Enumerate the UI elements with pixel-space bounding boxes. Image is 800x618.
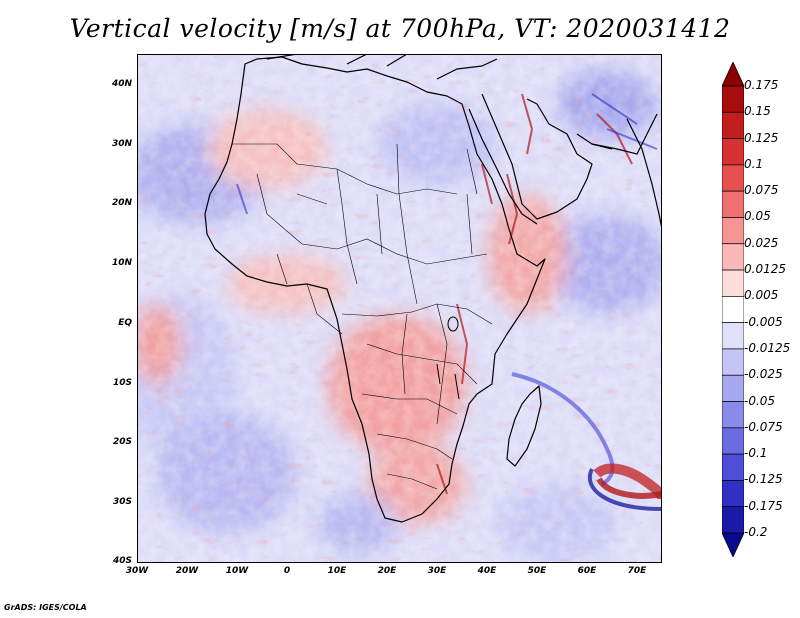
colorbar-label: -0.175 bbox=[744, 498, 783, 513]
colorbar-cell bbox=[722, 348, 744, 376]
lakes bbox=[436, 316, 460, 400]
lon-label-10e: 10E bbox=[327, 566, 347, 576]
colorbar-cell bbox=[722, 138, 744, 166]
colorbar-label: -0.025 bbox=[744, 367, 783, 382]
lon-label-70e: 70E bbox=[627, 566, 647, 576]
colorbar-label: -0.1 bbox=[744, 446, 768, 461]
colorbar-cell bbox=[722, 506, 744, 534]
colorbar-cell bbox=[722, 453, 744, 481]
lon-label-40e: 40E bbox=[477, 566, 497, 576]
lon-label-20w: 20W bbox=[175, 566, 199, 576]
colorbar-cell bbox=[722, 164, 744, 192]
colorbar-cell bbox=[722, 190, 744, 218]
coastlines bbox=[204, 54, 662, 523]
chart-title: Vertical velocity [m/s] at 700hPa, VT: 2… bbox=[69, 14, 731, 43]
colorbar-label: 0.025 bbox=[744, 235, 779, 250]
colorbar-label: 0.1 bbox=[744, 156, 764, 171]
colorbar-cell bbox=[722, 296, 744, 323]
colorbar-cell bbox=[722, 480, 744, 508]
colorbar-label: -0.075 bbox=[744, 419, 783, 434]
lon-label-10w: 10W bbox=[225, 566, 249, 576]
med-north-coast bbox=[266, 54, 498, 80]
colorbar-label: -0.005 bbox=[744, 314, 783, 329]
iran-coast bbox=[591, 113, 658, 155]
colorbar-cell bbox=[722, 374, 744, 402]
colorbar bbox=[722, 62, 744, 557]
colorbar-cell bbox=[722, 401, 744, 429]
lon-label-60e: 60E bbox=[577, 566, 597, 576]
colorbar-label: 0.125 bbox=[744, 130, 779, 145]
colorbar-label: 0.0125 bbox=[744, 262, 786, 277]
lat-label-eq: EQ bbox=[118, 318, 132, 328]
colorbar-cells bbox=[722, 62, 744, 557]
colorbar-bottom-triangle bbox=[722, 532, 744, 557]
colorbar-cell bbox=[722, 217, 744, 245]
cyclone-feature bbox=[511, 372, 662, 511]
lon-label-50e: 50E bbox=[527, 566, 547, 576]
india-coastline bbox=[626, 118, 662, 230]
country-borders bbox=[232, 143, 493, 490]
lon-label-0: 0 bbox=[283, 566, 291, 576]
subsidence-streaks bbox=[236, 93, 658, 215]
africa-coastline bbox=[204, 56, 546, 523]
grads-credit: GrADS: IGES/COLA bbox=[4, 603, 87, 612]
colorbar-label: 0.175 bbox=[744, 78, 779, 92]
map-svg bbox=[137, 54, 662, 563]
colorbar-cell bbox=[722, 322, 744, 350]
lat-label-40n: 40N bbox=[111, 79, 132, 89]
lat-label-10s: 10S bbox=[112, 378, 132, 388]
colorbar-cell bbox=[722, 85, 744, 113]
colorbar-label: -0.05 bbox=[744, 393, 776, 408]
madagascar-coastline bbox=[506, 385, 542, 467]
map-plot-area[interactable] bbox=[137, 54, 662, 563]
colorbar-label: 0.15 bbox=[744, 104, 771, 119]
colorbar-cell bbox=[722, 427, 744, 455]
arabia-coastline bbox=[481, 93, 593, 220]
colorbar-cell bbox=[722, 243, 744, 271]
lat-label-20s: 20S bbox=[112, 437, 132, 447]
lon-label-30e: 30E bbox=[427, 566, 447, 576]
colorbar-cell bbox=[722, 269, 744, 297]
lat-label-40s: 40S bbox=[112, 556, 132, 566]
lon-label-20e: 20E bbox=[377, 566, 397, 576]
colorbar-label: 0.005 bbox=[744, 288, 779, 303]
lat-label-20n: 20N bbox=[111, 198, 132, 208]
colorbar-label: -0.0125 bbox=[744, 340, 791, 355]
colorbar-cell bbox=[722, 111, 744, 139]
lat-label-30s: 30S bbox=[112, 497, 132, 507]
lat-label-10n: 10N bbox=[111, 258, 132, 268]
colorbar-label: -0.125 bbox=[744, 472, 783, 487]
red-sea-coast bbox=[468, 108, 538, 225]
colorbar-label: 0.05 bbox=[744, 209, 771, 224]
lon-label-30w: 30W bbox=[125, 566, 149, 576]
lat-label-30n: 30N bbox=[111, 139, 132, 149]
colorbar-label: 0.075 bbox=[744, 183, 779, 198]
colorbar-top-triangle bbox=[722, 62, 744, 87]
colorbar-label: -0.2 bbox=[744, 525, 768, 539]
